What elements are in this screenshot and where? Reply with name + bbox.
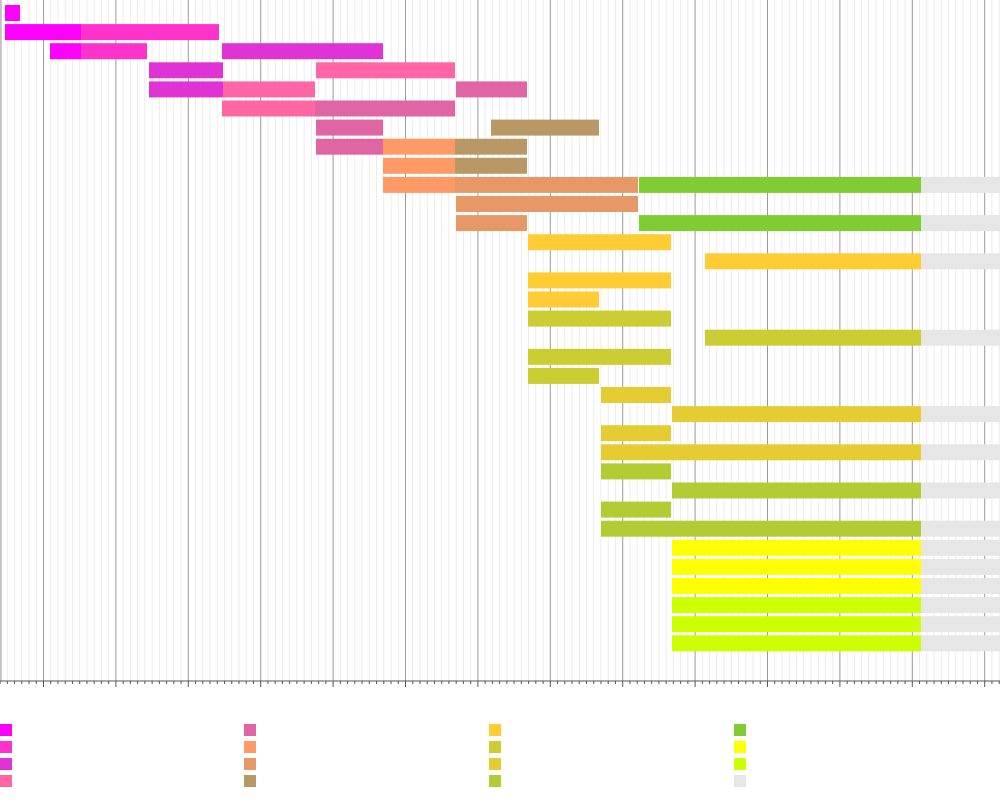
bars-group — [5, 5, 1000, 652]
gantt-bar-row-15-segment-1 — [528, 272, 671, 289]
gantt-bar-row-29-segment-1 — [672, 539, 921, 556]
gantt-bar-row-13-segment-1 — [528, 234, 671, 251]
gantt-bar-row-25-segment-1 — [601, 463, 671, 480]
gantt-bar-row-24-segment-2 — [921, 444, 1000, 461]
gantt-bar-row-6-segment-1 — [222, 100, 315, 117]
gantt-bar-row-12-segment-2 — [639, 215, 921, 232]
gantt-bar-row-2-segment-2 — [81, 24, 219, 41]
gantt-bar-row-12-segment-3 — [921, 215, 1000, 232]
gantt-bar-row-31-segment-1 — [672, 578, 921, 594]
gantt-bar-row-22-segment-2 — [921, 406, 1000, 423]
gantt-bar-row-30-segment-2 — [921, 558, 1000, 575]
gantt-bar-row-17-segment-1 — [528, 310, 671, 327]
gantt-bar-row-27-segment-1 — [601, 501, 671, 518]
gantt-bar-row-19-segment-1 — [528, 348, 671, 365]
gantt-bar-row-7-segment-1 — [316, 119, 383, 136]
gantt-bar-row-31-segment-2 — [921, 578, 1000, 594]
gantt-bar-row-9-segment-1 — [383, 157, 455, 174]
gantt-bar-row-5-segment-1 — [149, 81, 223, 98]
gantt-bar-row-8-segment-3 — [455, 138, 527, 155]
gantt-bar-row-18-segment-2 — [921, 329, 1000, 346]
gantt-bar-row-22-segment-1 — [672, 406, 921, 423]
gantt-bar-row-10-segment-1 — [383, 176, 455, 193]
gantt-bar-row-3-segment-3 — [222, 43, 383, 60]
gantt-bar-row-1-segment-1 — [5, 5, 20, 21]
gantt-bar-row-20-segment-1 — [528, 367, 599, 384]
x-axis — [0, 680, 1000, 687]
gantt-bar-row-4-segment-2 — [316, 62, 455, 79]
gantt-bar-row-32-segment-2 — [921, 597, 1000, 614]
gantt-bar-row-11-segment-1 — [456, 196, 638, 212]
gantt-bar-row-24-segment-1 — [601, 444, 921, 461]
gantt-bar-row-3-segment-2 — [81, 43, 147, 60]
gantt-bar-row-33-segment-2 — [921, 616, 1000, 633]
gantt-bar-row-6-segment-2 — [315, 100, 455, 117]
gantt-bar-row-32-segment-1 — [672, 597, 921, 614]
gantt-bar-row-26-segment-2 — [921, 482, 1000, 499]
gantt-bar-row-26-segment-1 — [672, 482, 921, 499]
gantt-bar-row-34-segment-2 — [921, 635, 1000, 652]
gantt-bar-row-16-segment-1 — [528, 291, 599, 308]
gantt-bar-row-23-segment-1 — [601, 425, 671, 442]
gantt-bar-row-8-segment-2 — [383, 138, 455, 155]
gantt-bar-row-18-segment-1 — [705, 329, 921, 346]
gantt-bar-row-12-segment-1 — [456, 215, 527, 232]
gantt-bar-row-5-segment-2 — [223, 81, 315, 98]
gantt-bar-row-10-segment-2 — [455, 176, 638, 193]
gantt-bar-row-30-segment-1 — [672, 558, 921, 575]
gantt-bar-row-28-segment-2 — [921, 520, 1000, 537]
gantt-bar-row-10-segment-3 — [639, 176, 921, 193]
gantt-bar-row-14-segment-1 — [705, 253, 921, 270]
gantt-bar-row-29-segment-2 — [921, 539, 1000, 556]
gantt-bar-row-33-segment-1 — [672, 616, 921, 633]
gantt-bar-row-14-segment-2 — [921, 253, 1000, 270]
gantt-bar-row-8-segment-1 — [316, 138, 383, 155]
gantt-bar-row-34-segment-1 — [672, 635, 921, 652]
gantt-bar-row-28-segment-1 — [601, 520, 921, 537]
gantt-bar-row-3-segment-1 — [50, 43, 81, 60]
gantt-bar-row-5-segment-3 — [456, 81, 527, 98]
gantt-bar-row-9-segment-2 — [455, 157, 527, 174]
gantt-bar-row-21-segment-1 — [601, 387, 671, 403]
gantt-bar-row-10-segment-4 — [921, 176, 1000, 193]
gantt-bar-row-2-segment-1 — [5, 24, 81, 41]
gantt-bar-row-7-segment-2 — [491, 119, 599, 136]
gantt-bar-row-4-segment-1 — [149, 62, 223, 79]
